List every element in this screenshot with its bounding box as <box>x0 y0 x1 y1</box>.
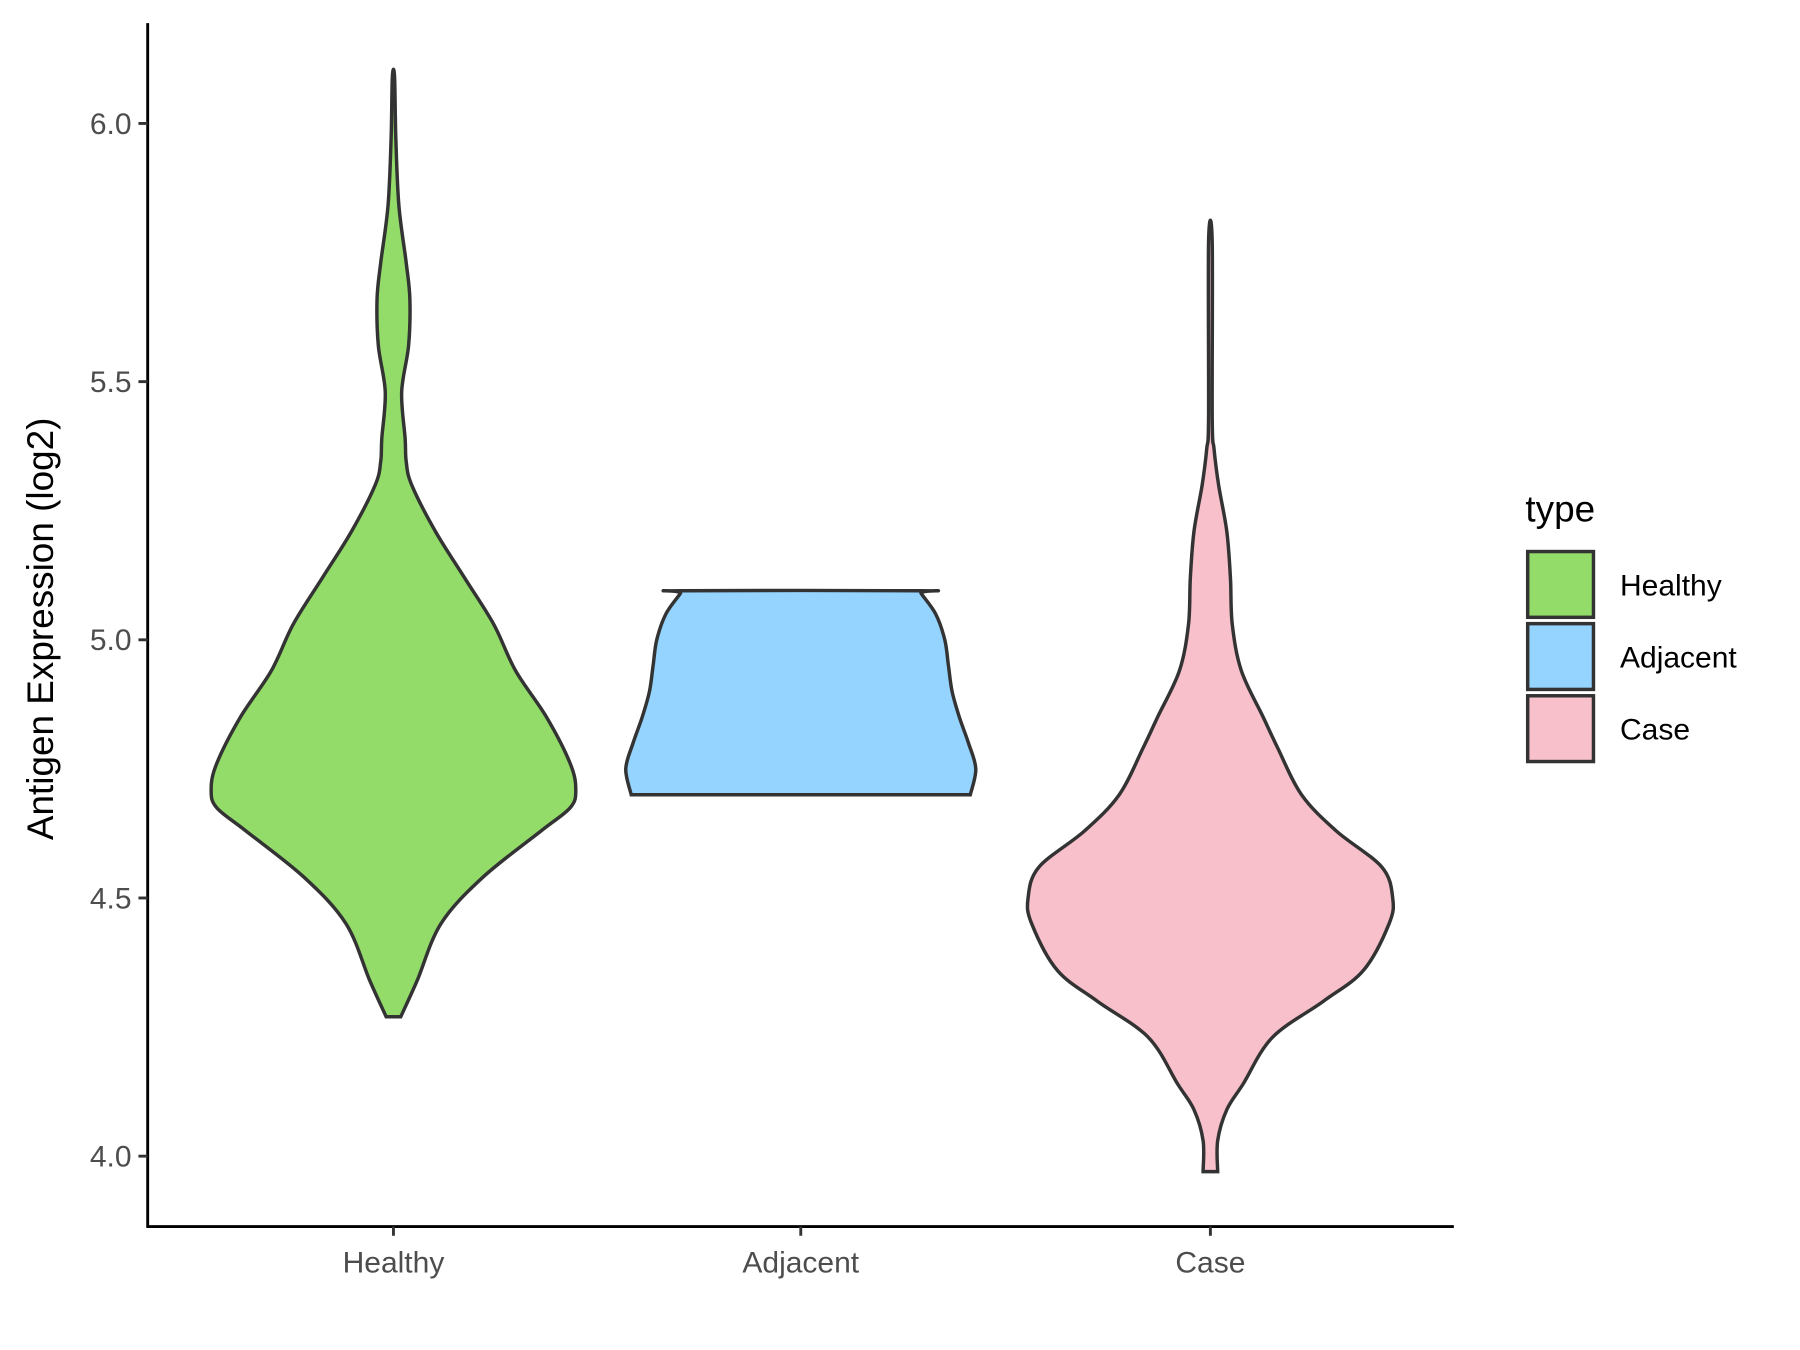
x-tick-label: Healthy <box>343 1247 445 1280</box>
x-ticks: Healthy Adjacent Case <box>343 1226 1245 1280</box>
x-tick-label: Case <box>1175 1247 1245 1280</box>
x-tick-label: Adjacent <box>742 1247 859 1280</box>
legend: type Healthy Adjacent Case <box>1525 489 1737 764</box>
violin-case <box>1025 218 1396 1174</box>
legend-label: Healthy <box>1620 569 1722 602</box>
y-tick-label: 5.0 <box>90 624 132 657</box>
y-tick-label: 6.0 <box>90 108 132 141</box>
y-tick-label: 4.0 <box>90 1141 132 1174</box>
legend-key-case <box>1525 694 1596 764</box>
y-tick-label: 4.5 <box>90 882 132 915</box>
violin-adjacent <box>624 588 978 797</box>
legend-key-adjacent <box>1525 621 1596 692</box>
legend-title: type <box>1525 489 1595 530</box>
legend-label: Case <box>1620 714 1690 747</box>
y-ticks: 4.0 4.5 5.0 5.5 6.0 <box>90 108 148 1174</box>
legend-label: Adjacent <box>1620 642 1737 675</box>
y-axis-label: Antigen Expression (log2) <box>20 418 61 841</box>
violin-healthy <box>209 67 578 1019</box>
y-tick-label: 5.5 <box>90 366 132 399</box>
violins <box>209 67 1396 1174</box>
legend-key-healthy <box>1525 549 1596 620</box>
